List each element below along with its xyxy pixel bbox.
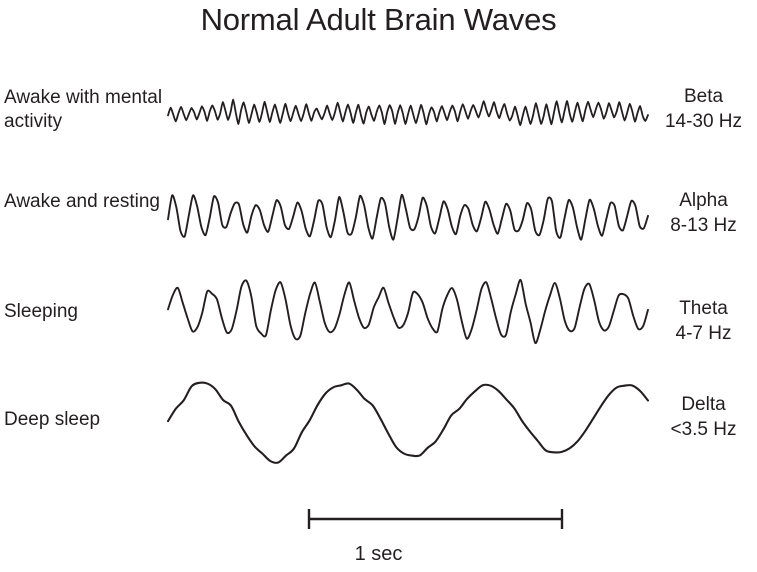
- trace-row-alpha: Awake and resting Alpha 8-13 Hz: [0, 186, 757, 248]
- band-name-alpha: Alpha: [679, 190, 728, 211]
- band-label-delta: Delta <3.5 Hz: [650, 392, 757, 442]
- waveform-beta-svg: [167, 98, 649, 127]
- waveform-alpha-svg: [167, 193, 649, 241]
- waveform-beta: [167, 84, 649, 144]
- band-name-theta: Theta: [679, 298, 728, 319]
- state-label-delta: Deep sleep: [4, 409, 101, 430]
- band-frequency-beta: 14-30 Hz: [664, 111, 743, 132]
- band-frequency-delta: <3.5 Hz: [670, 419, 737, 440]
- band-name-beta: Beta: [683, 86, 724, 107]
- time-scale-bar-svg: [307, 509, 564, 529]
- band-label-theta: Theta 4-7 Hz: [650, 296, 757, 346]
- state-label-beta: Awake with mental activity: [4, 87, 163, 132]
- trace-row-delta: Deep sleep Delta <3.5 Hz: [0, 372, 757, 467]
- waveform-path: [166, 381, 650, 464]
- band-frequency-alpha: 8-13 Hz: [670, 215, 737, 236]
- waveform-path: [167, 279, 649, 345]
- band-name-delta: Delta: [681, 394, 726, 415]
- state-label-alpha: Awake and resting: [4, 191, 160, 212]
- state-label-theta: Sleeping: [4, 301, 78, 322]
- waveform-path: [167, 193, 649, 241]
- waveform-alpha: [167, 186, 649, 248]
- band-label-beta: Beta 14-30 Hz: [650, 84, 757, 134]
- page-title: Normal Adult Brain Waves: [200, 2, 557, 37]
- trace-row-theta: Sleeping Theta 4-7 Hz: [0, 276, 757, 348]
- time-scale-bar: [0, 505, 757, 539]
- waveform-delta: [166, 372, 650, 467]
- trace-row-beta: Awake with mental activity Beta 14-30 Hz: [0, 84, 757, 144]
- band-label-alpha: Alpha 8-13 Hz: [650, 188, 757, 238]
- waveform-theta-svg: [167, 279, 649, 345]
- waveform-delta-svg: [166, 381, 650, 464]
- waveform-theta: [167, 276, 649, 348]
- waveform-path: [167, 98, 649, 127]
- scale-caption: 1 sec: [354, 543, 403, 565]
- band-frequency-theta: 4-7 Hz: [675, 323, 732, 344]
